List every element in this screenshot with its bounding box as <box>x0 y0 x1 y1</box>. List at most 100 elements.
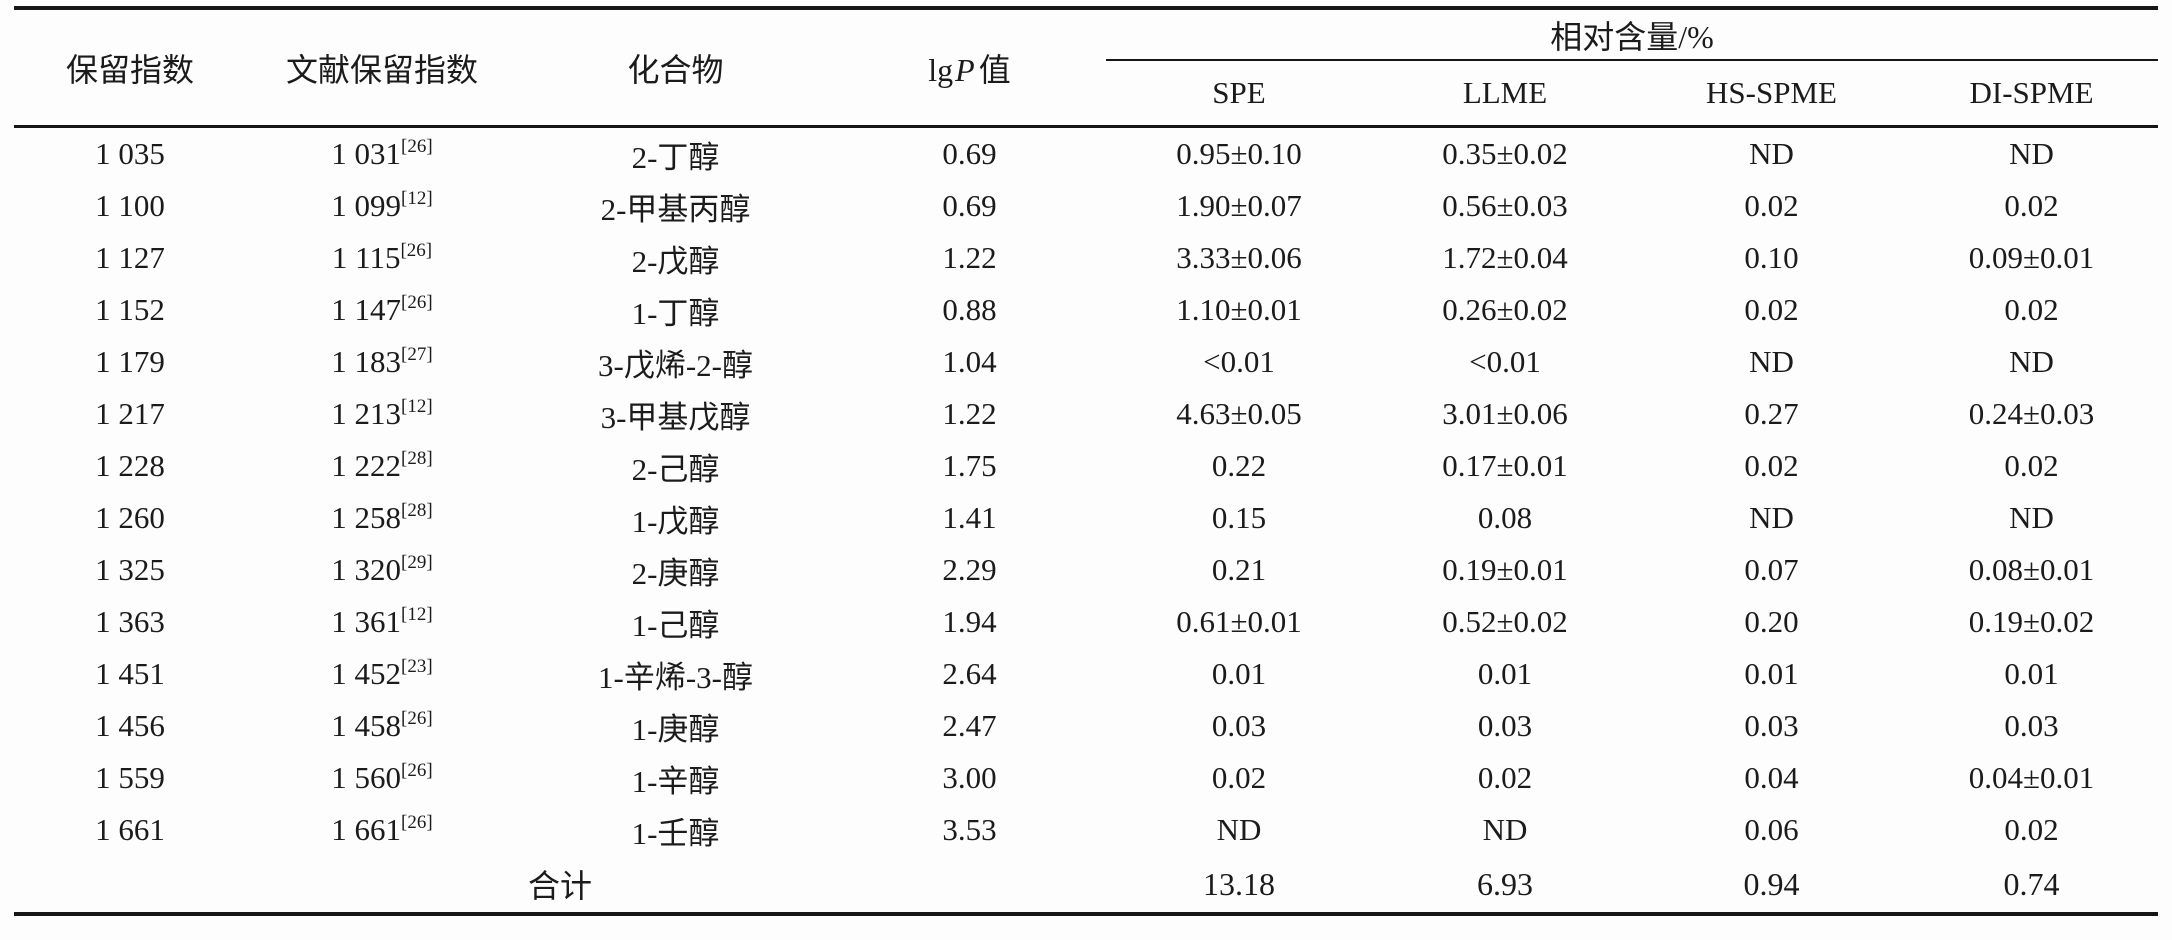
cell-retention-index: 1 325 <box>95 552 165 587</box>
cell-compound: 2-丁醇 <box>631 139 720 175</box>
cell-hs-spme-content: 0.01 <box>1744 656 1799 691</box>
cell-retention-index: 1 152 <box>95 292 165 327</box>
literature-value: 1 213 <box>331 396 402 431</box>
cell-di-spme-content: 0.03 <box>2004 708 2059 743</box>
cell-di-spme-content: 0.04±0.01 <box>1968 760 2095 795</box>
cell-spe-content: 0.02 <box>1211 760 1267 795</box>
cell-hs-spme-content: 0.02 <box>1744 292 1799 327</box>
table-row: 1 127 1 115[26] 2-戊醇 1.22 3.33±0.06 1.72… <box>14 232 2158 284</box>
cell-compound: 2-庚醇 <box>631 555 720 591</box>
cell-compound: 1-辛烯-3-醇 <box>598 659 753 695</box>
table-body: 1 035 1 031[26] 2-丁醇 0.69 0.95±0.10 0.35… <box>14 127 2158 857</box>
reference-superscript: [26] <box>401 760 433 781</box>
cell-hs-spme-content: ND <box>1749 136 1794 171</box>
literature-value: 1 099 <box>331 188 402 223</box>
cell-spe-content: 0.22 <box>1211 448 1267 483</box>
cell-llme-content: 0.01 <box>1477 656 1533 691</box>
cell-compound: 3-戊烯-2-醇 <box>598 347 753 383</box>
total-llme-cell: 6.93 <box>1372 856 1638 916</box>
cell-compound: 3-甲基戊醇 <box>600 399 751 435</box>
cell-hs-spme-content: 0.20 <box>1744 604 1799 639</box>
cell-di-spme-content: 0.02 <box>2004 812 2059 847</box>
column-header-compound: 化合物 <box>518 8 833 128</box>
column-header-lgp-value: lgP 值 <box>833 8 1106 128</box>
header-row-top: 保留指数 文献保留指数 化合物 lgP 值 相对含量/% <box>14 8 2158 128</box>
cell-lgp-value: 2.64 <box>942 656 997 691</box>
cell-hs-spme-content: 0.07 <box>1744 552 1799 587</box>
column-header-retention-index: 保留指数 <box>14 8 246 128</box>
cell-literature-retention-index: 1 661[26] <box>246 804 518 856</box>
total-hs-spme-cell: 0.94 <box>1638 856 1905 916</box>
cell-lgp-value: 1.75 <box>942 448 997 483</box>
cell-compound: 2-戊醇 <box>631 243 720 279</box>
column-header-spe: SPE <box>1106 60 1372 129</box>
cell-literature-retention-index: 1 031[26] <box>246 127 518 181</box>
cell-literature-retention-index: 1 458[26] <box>246 700 518 752</box>
cell-di-spme-content: 0.19±0.02 <box>1968 604 2095 639</box>
cell-literature-retention-index: 1 452[23] <box>246 648 518 700</box>
column-header-llme: LLME <box>1372 60 1638 129</box>
reference-superscript: [12] <box>401 396 433 417</box>
cell-hs-spme-content: 0.02 <box>1744 188 1799 223</box>
cell-retention-index: 1 127 <box>95 240 165 275</box>
cell-lgp-value: 1.94 <box>942 604 997 639</box>
paper-table-page: 保留指数 文献保留指数 化合物 lgP 值 相对含量/% SPE LLME HS-… <box>0 6 2172 940</box>
cell-di-spme-content: 0.01 <box>2004 656 2059 691</box>
table-row: 1 152 1 147[26] 1-丁醇 0.88 1.10±0.01 0.26… <box>14 284 2158 336</box>
reference-superscript: [23] <box>401 656 433 677</box>
cell-llme-content: 0.19±0.01 <box>1442 552 1568 587</box>
cell-spe-content: 0.21 <box>1211 552 1267 587</box>
cell-di-spme-content: ND <box>2009 344 2054 379</box>
cell-retention-index: 1 228 <box>95 448 165 483</box>
cell-hs-spme-content: 0.10 <box>1744 240 1799 275</box>
cell-compound: 1-壬醇 <box>631 815 720 851</box>
cell-llme-content: 0.08 <box>1477 500 1533 535</box>
literature-value: 1 115 <box>331 240 401 275</box>
reference-superscript: [28] <box>401 500 433 521</box>
cell-lgp-value: 1.22 <box>942 240 997 275</box>
cell-llme-content: 0.03 <box>1477 708 1533 743</box>
cell-lgp-value: 2.47 <box>942 708 997 743</box>
cell-retention-index: 1 661 <box>95 812 165 847</box>
reference-superscript: [27] <box>401 344 433 365</box>
cell-llme-content: 3.01±0.06 <box>1442 396 1568 431</box>
table-row: 1 035 1 031[26] 2-丁醇 0.69 0.95±0.10 0.35… <box>14 127 2158 181</box>
cell-llme-content: 0.17±0.01 <box>1442 448 1568 483</box>
cell-compound: 1-庚醇 <box>631 711 720 747</box>
cell-spe-content: ND <box>1216 812 1262 847</box>
reference-superscript: [26] <box>400 240 433 261</box>
cell-hs-spme-content: 0.04 <box>1744 760 1799 795</box>
cell-retention-index: 1 217 <box>95 396 165 431</box>
cell-lgp-value: 0.69 <box>942 136 997 171</box>
cell-literature-retention-index: 1 099[12] <box>246 180 518 232</box>
literature-value: 1 147 <box>331 292 402 327</box>
literature-value: 1 320 <box>331 552 402 587</box>
cell-lgp-value: 1.41 <box>942 500 997 535</box>
cell-llme-content: 1.72±0.04 <box>1442 240 1568 275</box>
reference-superscript: [12] <box>401 188 433 209</box>
cell-di-spme-content: 0.24±0.03 <box>1968 396 2095 431</box>
literature-value: 1 458 <box>331 708 402 743</box>
reference-superscript: [26] <box>401 812 433 833</box>
cell-literature-retention-index: 1 258[28] <box>246 492 518 544</box>
cell-lgp-value: 1.22 <box>942 396 997 431</box>
reference-superscript: [26] <box>401 708 433 729</box>
cell-llme-content: 0.02 <box>1477 760 1533 795</box>
cell-llme-content: 0.26±0.02 <box>1442 292 1568 327</box>
cell-llme-content: ND <box>1482 812 1528 847</box>
cell-hs-spme-content: 0.02 <box>1744 448 1799 483</box>
literature-value: 1 560 <box>331 760 402 795</box>
cell-lgp-value: 0.88 <box>942 292 997 327</box>
cell-lgp-value: 0.69 <box>942 188 997 223</box>
table-row: 1 100 1 099[12] 2-甲基丙醇 0.69 1.90±0.07 0.… <box>14 180 2158 232</box>
cell-spe-content: 1.10±0.01 <box>1176 292 1302 327</box>
cell-spe-content: 4.63±0.05 <box>1176 396 1302 431</box>
cell-retention-index: 1 260 <box>95 500 165 535</box>
cell-hs-spme-content: ND <box>1749 344 1794 379</box>
literature-value: 1 222 <box>331 448 402 483</box>
cell-literature-retention-index: 1 361[12] <box>246 596 518 648</box>
cell-spe-content: <0.01 <box>1203 344 1275 379</box>
lgp-suffix: 值 <box>978 51 1011 88</box>
cell-spe-content: 0.61±0.01 <box>1176 604 1302 639</box>
cell-retention-index: 1 456 <box>95 708 165 743</box>
